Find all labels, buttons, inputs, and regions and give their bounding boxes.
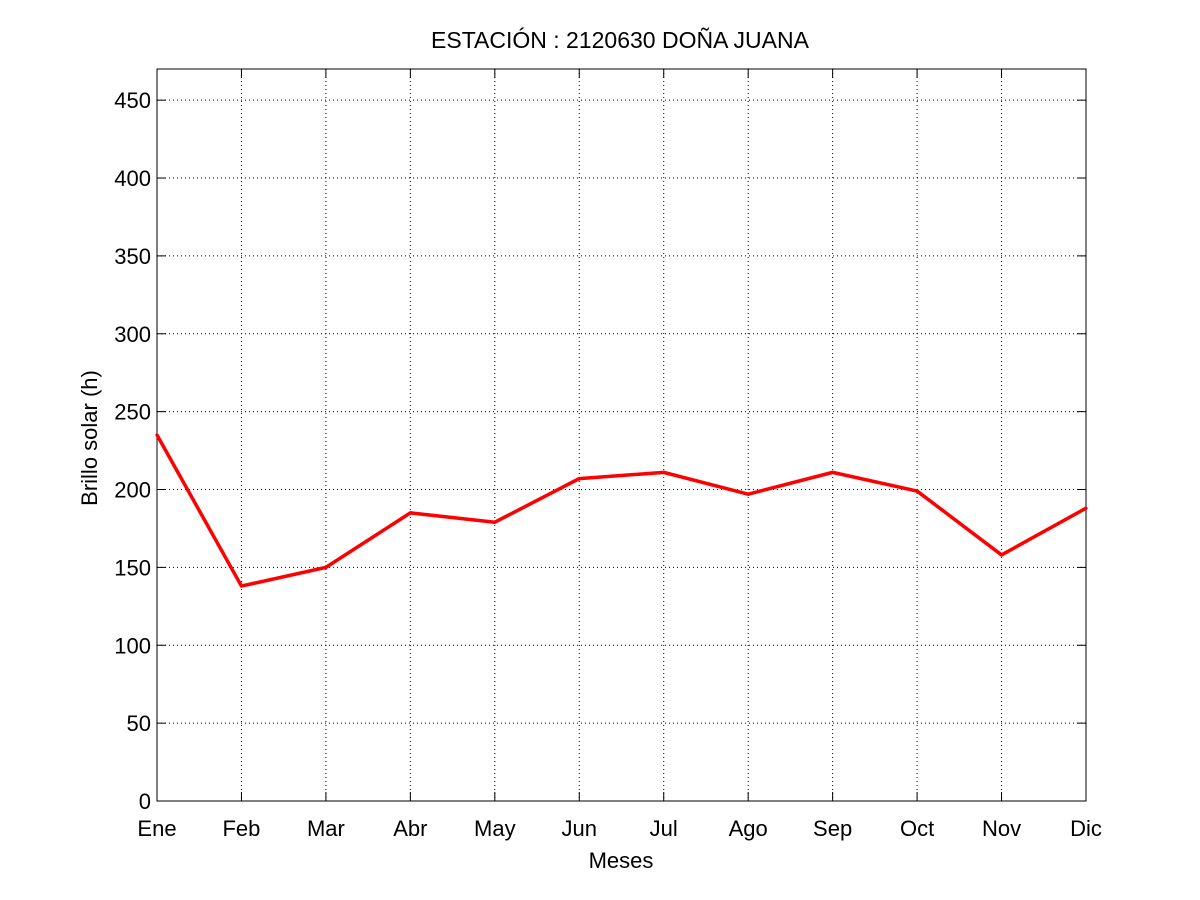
x-tick-label: Jun (562, 816, 597, 841)
x-axis-tick-labels: Ene Feb Mar Abr May Jun Jul Ago Sep Oct Nov Dic (137, 816, 1101, 841)
data-point (746, 492, 750, 496)
data-point (1084, 506, 1088, 510)
y-tick-label: 100 (114, 633, 151, 658)
y-tick-label: 150 (114, 555, 151, 580)
x-tick-label: Ene (137, 816, 176, 841)
x-tick-label: Oct (900, 816, 934, 841)
grid-lines (157, 69, 1086, 801)
data-point (239, 584, 244, 588)
y-tick-label: 400 (114, 166, 151, 191)
y-tick-label: 50 (127, 711, 151, 736)
x-tick-label: May (474, 816, 516, 841)
data-point (493, 520, 497, 524)
data-point (577, 477, 581, 481)
x-tick-label: Dic (1070, 816, 1102, 841)
x-tick-label: Nov (982, 816, 1021, 841)
axis-ticks (156, 69, 1087, 802)
x-tick-label: Mar (307, 816, 345, 841)
y-tick-label: 0 (139, 789, 151, 814)
y-axis-tick-labels: 0 50 100 150 200 250 300 350 400 450 (114, 88, 151, 814)
data-point (915, 489, 919, 493)
y-tick-label: 450 (114, 88, 151, 113)
data-point (662, 470, 666, 474)
y-axis-label: Brillo solar (h) (77, 370, 102, 506)
data-point (999, 553, 1004, 557)
x-tick-label: Feb (222, 816, 260, 841)
x-tick-label: Sep (813, 816, 852, 841)
y-tick-label: 200 (114, 478, 151, 503)
y-tick-label: 250 (114, 400, 151, 425)
chart-title: ESTACIÓN : 2120630 DOÑA JUANA (431, 27, 810, 53)
x-tick-label: Abr (393, 816, 427, 841)
data-point (324, 565, 328, 569)
y-tick-label: 300 (114, 322, 151, 347)
x-tick-label: Ago (729, 816, 768, 841)
y-tick-label: 350 (114, 244, 151, 269)
data-point (408, 511, 412, 515)
x-tick-label: Jul (650, 816, 678, 841)
data-point (155, 433, 159, 437)
series-layer (155, 433, 1088, 588)
data-point (831, 470, 835, 474)
series-line (155, 434, 1087, 588)
plot-area (156, 68, 1087, 802)
x-axis-label: Meses (589, 848, 654, 873)
